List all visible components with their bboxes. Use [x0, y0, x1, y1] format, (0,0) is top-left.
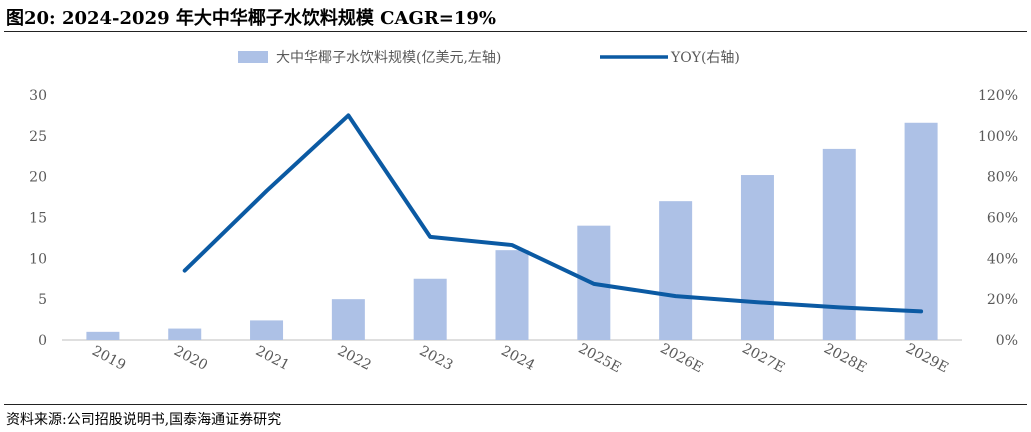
legend-bar-swatch [238, 51, 268, 63]
x-tick-label: 2022 [335, 343, 374, 374]
bar [495, 250, 529, 340]
x-tick-label: 2026E [658, 341, 706, 377]
x-tick-label: 2025E [576, 341, 624, 377]
legend-bar-label: 大中华椰子水饮料规模(亿美元,左轴) [276, 50, 501, 66]
bottom-rule [4, 404, 1027, 405]
bar [659, 201, 693, 340]
x-tick-label: 2029E [903, 341, 951, 377]
y-right-tick-label: 80% [987, 170, 1018, 186]
legend: 大中华椰子水饮料规模(亿美元,左轴) YOY(右轴) [238, 50, 740, 66]
y-right-tick-label: 0% [996, 333, 1018, 349]
x-tick-label: 2028E [821, 341, 869, 377]
y-left-tick-label: 30 [29, 88, 47, 104]
figure-title: 图20: 2024-2029 年大中华椰子水饮料规模 CAGR=19% [6, 8, 497, 29]
bar [331, 299, 365, 340]
bar [904, 122, 938, 341]
x-tick-label: 2021 [253, 343, 292, 374]
y-right-tick-label: 20% [987, 292, 1018, 308]
top-rule [4, 31, 1027, 32]
x-tick-label: 2027E [739, 341, 787, 377]
line-series [182, 113, 924, 314]
y-left-tick-label: 20 [29, 170, 47, 186]
y-left-tick-label: 0 [38, 333, 47, 349]
y-right-tick-label: 100% [978, 129, 1018, 145]
source-note: 资料来源:公司招股说明书,国泰海通证券研究 [6, 412, 282, 428]
x-tick-label: 2023 [417, 343, 456, 374]
y-right-tick-label: 120% [978, 88, 1018, 104]
x-tick-label: 2024 [498, 343, 537, 374]
y-left-tick-label: 25 [29, 129, 47, 145]
bar [250, 320, 284, 340]
yoy-line [182, 113, 924, 314]
bar [822, 148, 856, 340]
bar [168, 328, 202, 340]
x-tick-label: 2019 [89, 343, 128, 374]
legend-line-label: YOY(右轴) [670, 50, 740, 66]
x-tick-label: 2020 [171, 343, 210, 374]
bar [413, 278, 447, 340]
bar [740, 175, 774, 340]
y-left-tick-label: 15 [29, 211, 47, 227]
y-left-tick-label: 10 [29, 251, 47, 267]
bar-series [86, 122, 938, 341]
y-right-tick-label: 60% [987, 211, 1018, 227]
bar [86, 331, 120, 340]
y-left-tick-label: 5 [38, 292, 47, 308]
y-right-tick-label: 40% [987, 251, 1018, 267]
